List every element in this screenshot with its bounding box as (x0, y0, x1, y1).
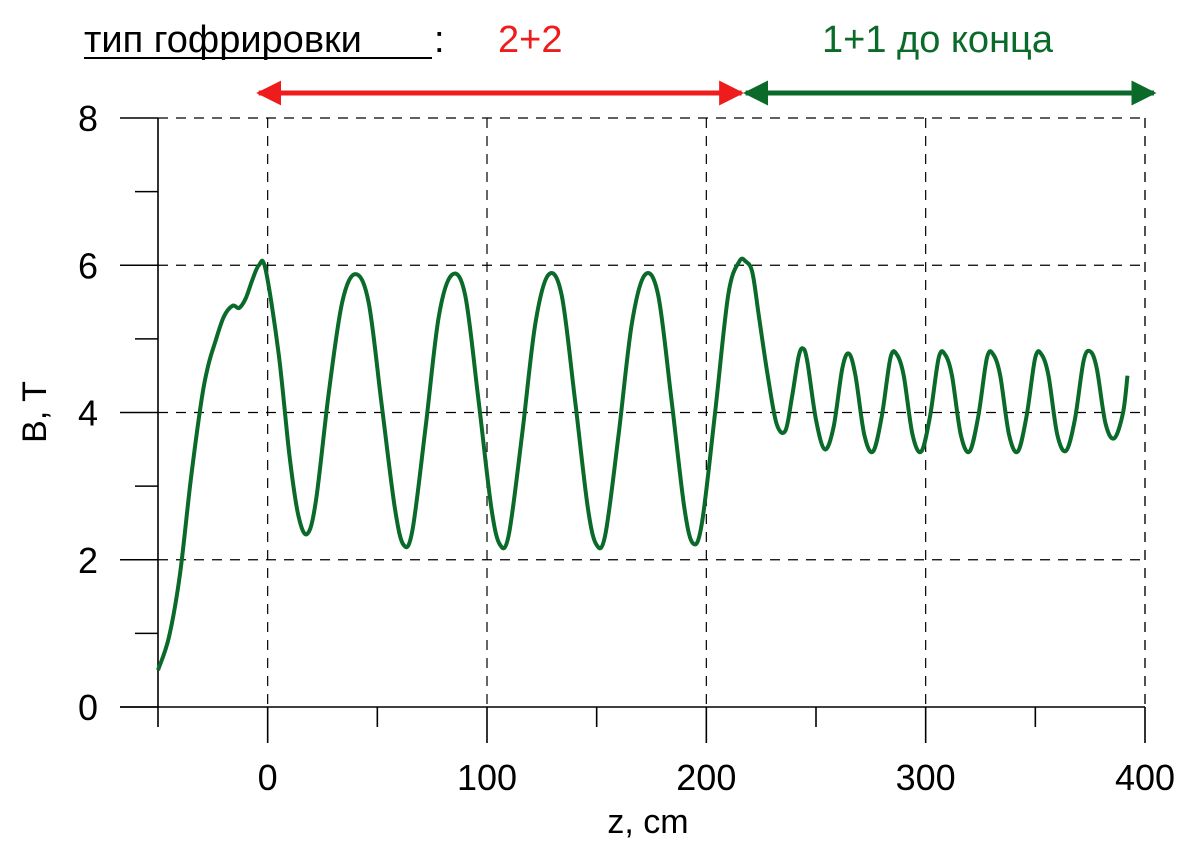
header-label: тип гофрировки (84, 19, 362, 61)
x-tick-label: 400 (1115, 757, 1175, 798)
ticks (120, 117, 1146, 743)
y-tick-label: 4 (78, 393, 98, 434)
y-tick-label: 6 (78, 245, 98, 286)
header-colon: : (434, 19, 445, 61)
y-tick-label: 0 (78, 687, 98, 728)
x-tick-label: 300 (896, 757, 956, 798)
grid (158, 117, 1146, 707)
series-line (156, 256, 1130, 671)
region-b-label: 1+1 до конца (822, 19, 1054, 61)
x-tick-label: 200 (676, 757, 736, 798)
x-axis-label: z, cm (607, 803, 688, 841)
x-tick-label: 0 (258, 757, 278, 798)
y-tick-label: 8 (78, 98, 98, 139)
y-axis-label: B, T (16, 381, 54, 443)
x-tick-label: 100 (457, 757, 517, 798)
series (156, 256, 1130, 671)
y-tick-label: 2 (78, 540, 98, 581)
tick-labels: 0 2 4 6 8 0 100 200 300 400 (78, 98, 1175, 798)
region-a-label: 2+2 (498, 19, 562, 61)
header: тип гофрировки : 2+2 1+1 до конца (84, 19, 1054, 61)
